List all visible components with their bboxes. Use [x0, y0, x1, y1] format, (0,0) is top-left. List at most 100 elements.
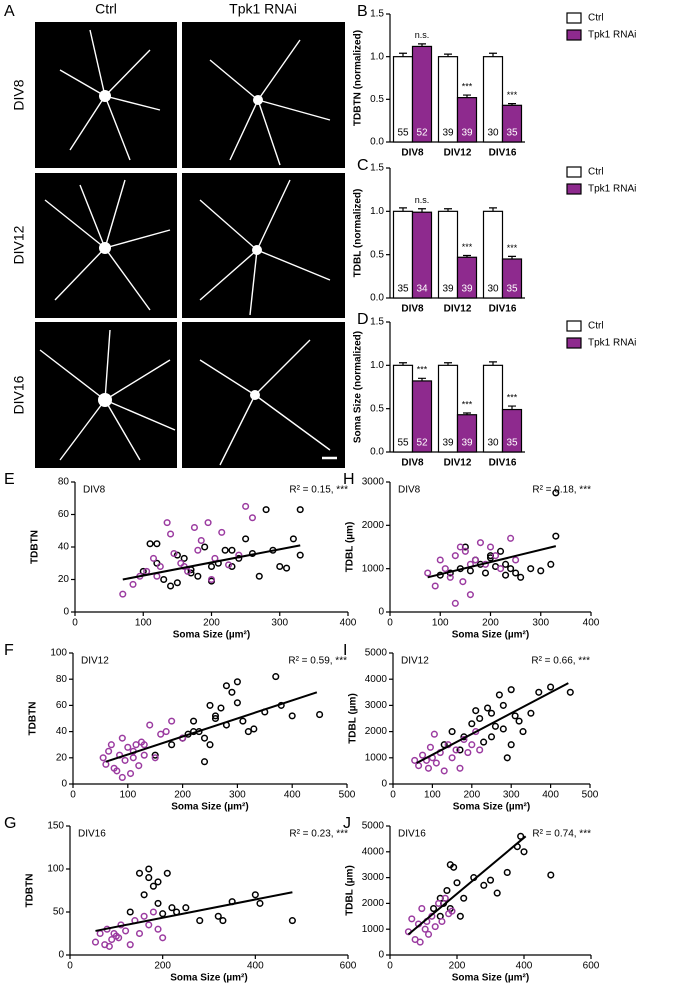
point	[108, 935, 116, 944]
legend-swatch	[566, 337, 582, 349]
point	[194, 546, 202, 554]
y-tick-label: 1000	[365, 752, 388, 763]
x-tick-label: 400	[542, 790, 559, 801]
point	[471, 556, 479, 564]
point	[145, 874, 153, 882]
point	[187, 569, 195, 577]
point	[435, 899, 443, 907]
y-tick-label: 1.5	[370, 9, 384, 20]
point	[460, 894, 468, 902]
y-tick-label: 2000	[365, 726, 388, 737]
error-bar	[418, 208, 426, 213]
point	[459, 578, 467, 586]
x-tick-label: 0	[67, 961, 73, 972]
point	[201, 543, 209, 551]
point	[118, 734, 126, 742]
error-bar	[489, 361, 497, 366]
error-bar	[463, 94, 471, 98]
fit-annotation: R² = 0.66, ***	[531, 656, 590, 667]
count-label: 52	[416, 128, 428, 139]
error-bar	[399, 207, 407, 212]
point	[168, 717, 176, 725]
x-tick-label: 0	[387, 618, 393, 629]
point	[173, 551, 181, 559]
point	[289, 535, 297, 543]
y-tick-label: 4000	[365, 674, 388, 685]
y-tick-label: 0.5	[370, 94, 384, 105]
point	[481, 569, 490, 577]
point	[221, 546, 229, 554]
count-label: 30	[487, 284, 499, 295]
trend-line	[407, 835, 527, 936]
panel-label: DIV8	[398, 485, 421, 496]
x-axis-label: Soma Size (µm²)	[171, 802, 248, 813]
point	[196, 917, 204, 925]
point	[251, 891, 259, 899]
y-axis-label: TDBL (µm)	[345, 865, 356, 916]
point	[497, 547, 505, 555]
point	[499, 725, 507, 733]
x-tick-label: DIV12	[444, 304, 472, 315]
point	[146, 540, 154, 548]
y-tick-label: 0	[61, 779, 67, 790]
y-tick-label: 1.5	[370, 317, 384, 328]
point	[154, 878, 162, 886]
point	[157, 730, 165, 738]
error-bar	[508, 405, 516, 410]
micrograph	[182, 22, 345, 168]
point	[218, 528, 226, 536]
significance: ***	[507, 243, 518, 253]
error-bar	[463, 254, 471, 258]
point	[464, 749, 472, 757]
significance: ***	[417, 365, 428, 375]
point	[547, 560, 555, 568]
point	[239, 717, 247, 725]
point	[456, 764, 464, 772]
y-tick-label: 60	[56, 700, 68, 711]
y-tick-label: 2000	[362, 520, 385, 531]
y-axis-label: TDBL (µm)	[345, 522, 356, 573]
count-label: 30	[487, 438, 499, 449]
point	[225, 561, 233, 569]
x-tick-label: 200	[482, 618, 499, 629]
neurite	[59, 29, 161, 161]
point	[151, 754, 159, 762]
x-tick-label: DIV16	[489, 304, 517, 315]
error-bar	[489, 52, 497, 57]
point	[222, 682, 230, 690]
point	[466, 591, 474, 599]
y-tick-label: 4000	[362, 846, 385, 857]
point	[272, 673, 280, 681]
neurite	[39, 329, 176, 461]
point	[206, 741, 214, 749]
count-label: 39	[442, 284, 454, 295]
point	[96, 929, 104, 938]
y-tick-label: 80	[58, 477, 70, 488]
point	[168, 741, 176, 749]
x-tick-label: DIV8	[401, 148, 424, 159]
legend-swatch	[566, 29, 582, 41]
point	[151, 751, 159, 759]
point	[250, 725, 258, 733]
point	[430, 730, 438, 738]
y-tick-label: 0	[378, 950, 384, 961]
y-tick-label: 1.5	[370, 163, 384, 174]
point	[451, 552, 459, 560]
x-tick-label: 200	[203, 618, 220, 629]
count-label: 39	[461, 128, 473, 139]
point	[149, 882, 157, 890]
point	[443, 886, 451, 895]
point	[441, 894, 449, 902]
point	[424, 764, 433, 772]
soma	[250, 390, 260, 400]
fit-annotation: R² = 0.15, ***	[289, 485, 348, 496]
x-axis-label: Soma Size (µm²)	[173, 630, 250, 641]
x-tick-label: 300	[503, 790, 520, 801]
point	[194, 572, 202, 580]
error-bar	[508, 255, 516, 259]
x-tick-label: 200	[174, 790, 191, 801]
count-label: 39	[442, 128, 454, 139]
point	[419, 751, 427, 759]
point	[487, 733, 496, 741]
